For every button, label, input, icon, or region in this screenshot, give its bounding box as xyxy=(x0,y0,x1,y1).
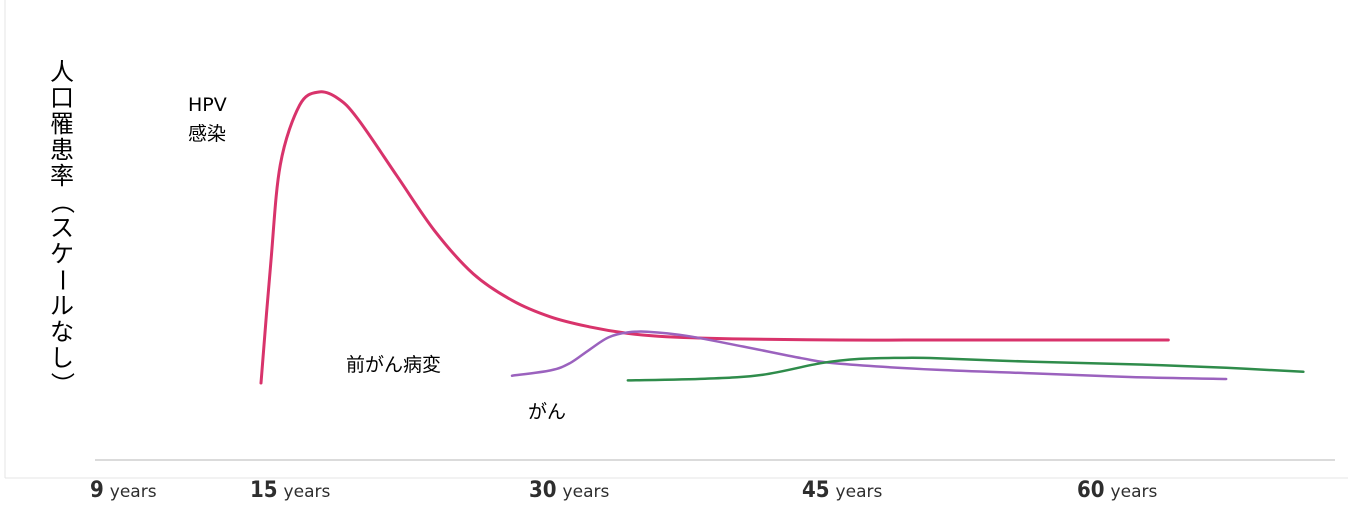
y-axis-label-char: な xyxy=(50,318,74,346)
y-axis-label-char: ー xyxy=(48,268,76,292)
y-axis-label-char: （ xyxy=(48,190,76,214)
y-axis-label-char: 罹 xyxy=(50,110,74,138)
series-label-precancer: 前がん病変 xyxy=(346,354,441,376)
series-label-cancer: がん xyxy=(528,401,566,423)
series-label-hpv-line-1: HPV xyxy=(188,94,227,116)
y-axis-label-char: 患 xyxy=(50,136,74,164)
series-line-3 xyxy=(626,356,1305,382)
x-axis-ticks: 9 years 15 years 30 years 45 years 60 years xyxy=(90,478,1157,503)
x-tick-label-45: 45 years xyxy=(802,478,882,503)
y-axis-label-char: 率 xyxy=(50,162,74,190)
y-axis-label-char: 口 xyxy=(50,84,74,112)
y-axis-label-char: し xyxy=(50,344,74,372)
x-tick-label-30: 30 years xyxy=(529,478,609,503)
series-lines xyxy=(259,90,1305,385)
y-axis-label-char: ル xyxy=(50,292,74,320)
series-line-1 xyxy=(259,90,1170,385)
x-tick-label-15: 15 years xyxy=(250,478,330,503)
x-tick-label-9: 9 years xyxy=(90,478,157,503)
x-tick-label-60: 60 years xyxy=(1077,478,1157,503)
y-axis-label-char: ケ xyxy=(50,240,74,268)
y-axis-label-char: 人 xyxy=(50,58,74,86)
y-axis-label-char: ） xyxy=(48,372,76,396)
series-line-2 xyxy=(510,330,1228,381)
series-label-hpv-line-2: 感染 xyxy=(188,123,226,145)
y-axis-label-char: ス xyxy=(50,214,74,242)
